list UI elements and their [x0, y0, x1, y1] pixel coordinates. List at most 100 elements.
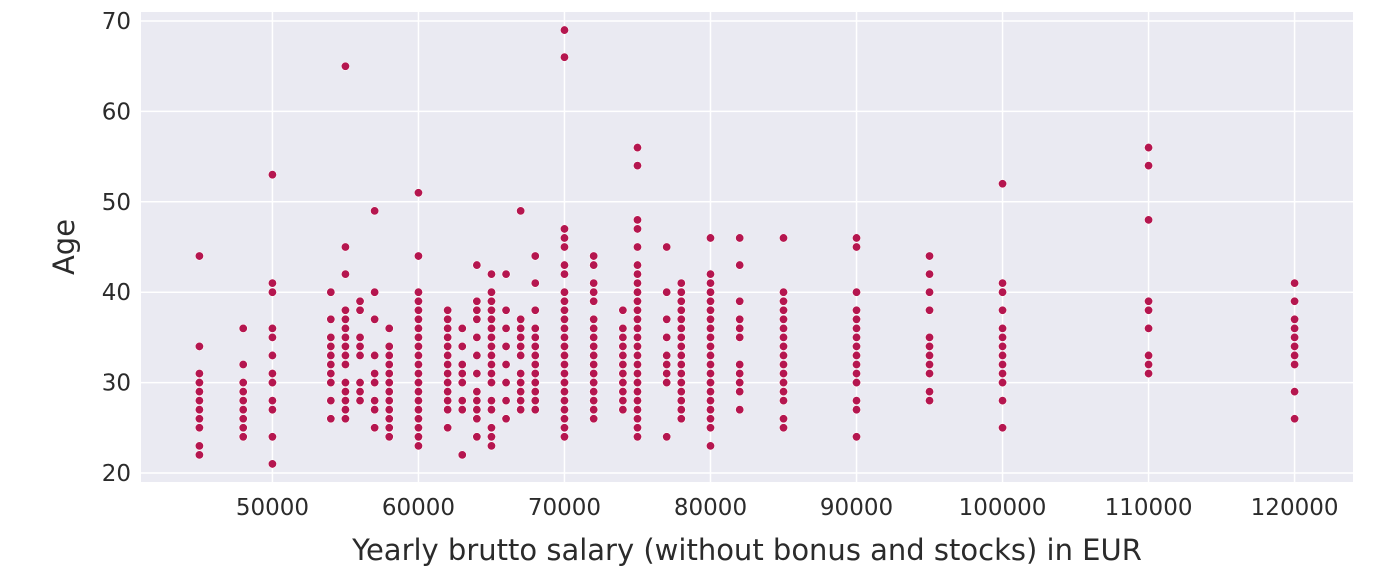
data-point [413, 378, 423, 388]
data-point [618, 341, 628, 351]
data-point [618, 378, 628, 388]
data-point [267, 170, 277, 180]
data-point [457, 396, 467, 406]
data-point [457, 369, 467, 379]
data-point [589, 396, 599, 406]
data-point [370, 287, 380, 297]
data-point [589, 341, 599, 351]
data-point [530, 251, 540, 261]
x-tick-label: 100000 [959, 495, 1047, 521]
data-point [355, 332, 365, 342]
data-point [355, 387, 365, 397]
data-point [530, 350, 540, 360]
data-point [705, 405, 715, 415]
data-point [516, 314, 526, 324]
data-point [501, 269, 511, 279]
data-point [852, 405, 862, 415]
data-point [443, 314, 453, 324]
data-point [852, 287, 862, 297]
data-point [632, 215, 642, 225]
data-point [852, 305, 862, 315]
data-point [267, 405, 277, 415]
data-point [326, 287, 336, 297]
data-point [370, 396, 380, 406]
data-point [559, 25, 569, 35]
data-point [589, 287, 599, 297]
data-point [355, 296, 365, 306]
data-point [632, 369, 642, 379]
data-point [676, 332, 686, 342]
data-point [238, 396, 248, 406]
data-point [852, 369, 862, 379]
data-point [413, 359, 423, 369]
data-point [1290, 387, 1300, 397]
data-point [925, 387, 935, 397]
data-point [735, 359, 745, 369]
data-point [530, 278, 540, 288]
data-point [501, 341, 511, 351]
data-point [443, 405, 453, 415]
plot-area [141, 12, 1353, 482]
data-point [516, 206, 526, 216]
y-tick-label: 50 [102, 190, 131, 216]
data-point [705, 332, 715, 342]
data-point [194, 387, 204, 397]
data-point [632, 323, 642, 333]
data-point [705, 423, 715, 433]
data-point [472, 432, 482, 442]
data-point [472, 405, 482, 415]
data-point [194, 414, 204, 424]
data-point [852, 432, 862, 442]
data-point [530, 359, 540, 369]
data-point [852, 396, 862, 406]
data-point [618, 332, 628, 342]
data-point [559, 296, 569, 306]
data-point [632, 287, 642, 297]
data-point [925, 305, 935, 315]
data-point [238, 432, 248, 442]
data-point [618, 369, 628, 379]
data-point [632, 224, 642, 234]
data-point [457, 341, 467, 351]
data-point [632, 341, 642, 351]
data-point [676, 341, 686, 351]
data-point [779, 287, 789, 297]
data-point [589, 278, 599, 288]
data-point [998, 378, 1008, 388]
data-point [530, 396, 540, 406]
data-point [472, 305, 482, 315]
y-tick-label: 30 [102, 371, 131, 397]
data-point [384, 369, 394, 379]
data-point [370, 350, 380, 360]
data-point [632, 260, 642, 270]
data-point [443, 387, 453, 397]
data-point [384, 414, 394, 424]
data-point [326, 341, 336, 351]
data-point [457, 450, 467, 460]
data-point [632, 359, 642, 369]
data-point [326, 332, 336, 342]
data-point [516, 350, 526, 360]
data-point [662, 287, 672, 297]
data-point [735, 405, 745, 415]
data-point [340, 359, 350, 369]
data-point [267, 278, 277, 288]
data-point [1144, 323, 1154, 333]
data-point [632, 423, 642, 433]
data-point [1144, 350, 1154, 360]
data-point [559, 287, 569, 297]
x-tick-label: 110000 [1105, 495, 1193, 521]
data-point [1290, 341, 1300, 351]
data-point [618, 350, 628, 360]
data-point [632, 143, 642, 153]
data-point [413, 305, 423, 315]
data-point [559, 269, 569, 279]
data-point [779, 378, 789, 388]
x-tick-label: 90000 [820, 495, 893, 521]
data-point [705, 359, 715, 369]
data-point [413, 396, 423, 406]
data-point [589, 332, 599, 342]
data-point [355, 378, 365, 388]
data-point [705, 396, 715, 406]
data-point [676, 314, 686, 324]
